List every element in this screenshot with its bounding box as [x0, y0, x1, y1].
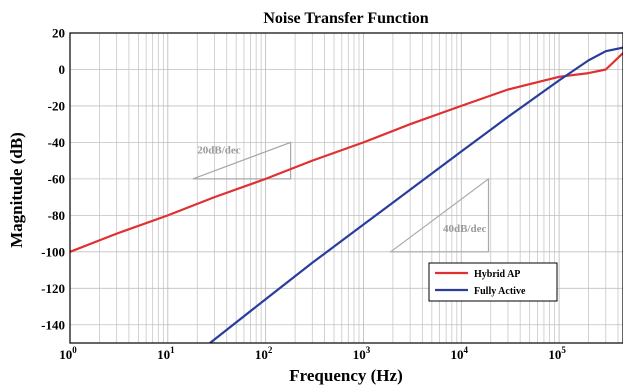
x-tick-label: 102 — [255, 345, 273, 362]
legend-label-hybrid-ap: Hybrid AP — [474, 269, 520, 280]
slope-triangle-20db — [192, 141, 292, 180]
x-tick-label: 104 — [451, 345, 469, 362]
y-tick-label: -20 — [48, 98, 65, 113]
series-line-hybrid-ap — [70, 52, 623, 253]
y-tick-label: -60 — [48, 171, 65, 186]
series-line-fully-active — [209, 46, 623, 343]
slope-triangle-40db — [388, 177, 490, 253]
y-tick-label: -140 — [41, 317, 65, 332]
y-tick-label: -100 — [41, 244, 65, 259]
chart-title: Noise Transfer Function — [263, 10, 428, 27]
annotation-20db-dec: 20dB/dec — [197, 144, 241, 156]
x-tick-label: 105 — [548, 345, 566, 362]
x-tick-label: 103 — [353, 345, 371, 362]
y-tick-label: -80 — [48, 208, 65, 223]
x-axis-label: Frequency (Hz) — [289, 366, 402, 385]
y-tick-label: -120 — [41, 281, 65, 296]
y-tick-label: 0 — [59, 62, 66, 77]
series-lines — [70, 46, 623, 343]
legend: Hybrid AP Fully Active — [428, 262, 558, 302]
y-axis-label: Magnitude (dB) — [7, 132, 26, 248]
slope-annotations: 20dB/dec 40dB/dec — [192, 141, 490, 253]
legend-label-fully-active: Fully Active — [474, 286, 526, 297]
x-tick-labels: 100 101 102 103 104 105 — [59, 345, 566, 362]
y-tick-label: 20 — [52, 26, 65, 41]
y-tick-label: -40 — [48, 135, 65, 150]
x-tick-label: 101 — [157, 345, 175, 362]
y-tick-labels: 20 0 -20 -40 -60 -80 -100 -120 -140 — [41, 26, 65, 333]
x-tick-label: 100 — [59, 345, 77, 362]
plot-frame — [69, 32, 623, 344]
legend-box — [428, 262, 558, 302]
annotation-40db-dec: 40dB/dec — [443, 223, 487, 235]
